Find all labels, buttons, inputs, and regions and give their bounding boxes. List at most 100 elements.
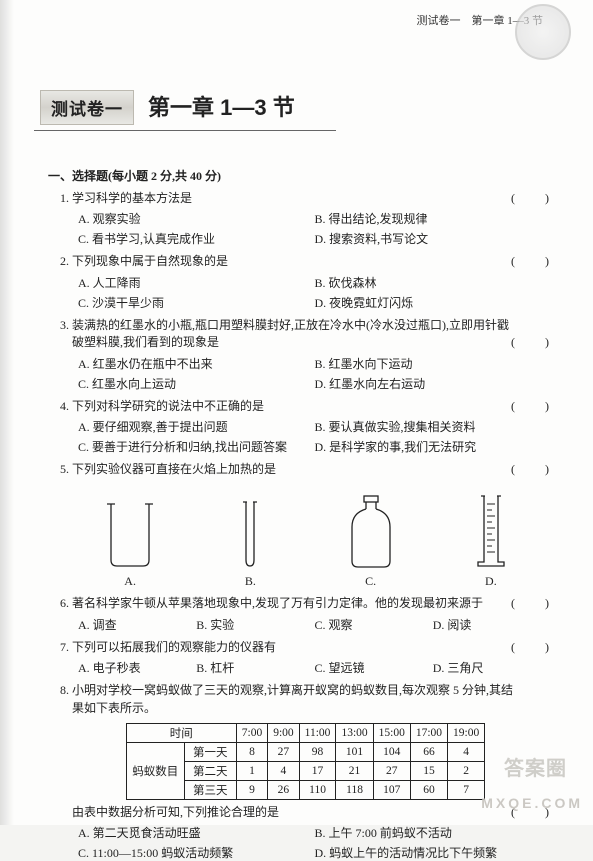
cell: 27 [373,761,410,780]
col-time: 17:00 [410,723,447,742]
time-header: 时间 [126,723,236,742]
rowgroup-label: 蚂蚁数目 [126,742,184,799]
q8-opt-d: D. 蚂蚁上午的活动情况比下午频繁 [315,844,552,861]
q4-opt-b: B. 要认真做实验,搜集相关资料 [315,418,552,435]
table-row: 蚂蚁数目 第一天 8 27 98 101 104 66 4 [126,742,485,761]
cell: 9 [236,780,267,799]
answer-bracket: ( ) [523,253,551,270]
q7-opt-d: D. 三角尺 [433,659,551,676]
seal-stamp-icon [515,4,571,60]
question-2: ( )2. 下列现象中属于自然现象的是 A. 人工降雨 B. 砍伐森林 C. 沙… [48,253,551,310]
q2-opt-c: C. 沙漠干旱少雨 [78,294,315,311]
cell: 104 [373,742,410,761]
q1-opt-b: B. 得出结论,发现规律 [315,210,552,227]
q8-opt-b: B. 上午 7:00 前蚂蚁不活动 [315,824,552,841]
col-time: 13:00 [336,723,373,742]
glassware-row [60,484,551,572]
q7-stem: 7. 下列可以拓展我们的观察能力的仪器有 [60,640,276,654]
cell: 4 [448,742,485,761]
title-main: 第一章 1—3 节 [148,90,295,122]
question-7: ( ) 7. 下列可以拓展我们的观察能力的仪器有 A. 电子秒表 B. 杠杆 C.… [48,639,551,676]
q8-stem-2: 果如下表所示。 [72,701,156,715]
cell: 26 [268,780,299,799]
question-5: ( ) 5. 下列实验仪器可直接在火焰上加热的是 [48,461,551,589]
q6-opt-c: C. 观察 [315,616,433,633]
q2-opt-b: B. 砍伐森林 [315,274,552,291]
question-8: 8. 小明对学校一窝蚂蚁做了三天的观察,计算离开蚁窝的蚂蚁数目,每次观察 5 分… [48,682,551,861]
q1-opt-a: A. 观察实验 [78,210,315,227]
q1-opt-c: C. 看书学习,认真完成作业 [78,230,315,247]
answer-bracket: ( ) [511,804,551,821]
row-day-label: 第二天 [184,761,236,780]
page-header: 测试卷一 第一章 1—3 节 [48,12,551,46]
q8-opt-c: C. 11:00—15:00 蚂蚁活动频繁 [78,844,315,861]
q4-opt-d: D. 是科学家的事,我们无法研究 [315,438,552,455]
exam-page: 测试卷一 第一章 1—3 节 测试卷一 第一章 1—3 节 一、选择题(每小题 … [0,0,593,825]
cell: 7 [448,780,485,799]
cell: 98 [299,742,336,761]
q2-stem: 2. 下列现象中属于自然现象的是 [60,254,228,268]
answer-bracket: ( ) [511,334,551,351]
q6-opt-b: B. 实验 [196,616,314,633]
q6-opt-d: D. 阅读 [433,616,551,633]
cell: 107 [373,780,410,799]
answer-bracket: ( ) [523,398,551,415]
answer-bracket: ( ) [523,461,551,478]
q5-opt-d: D. [431,574,551,589]
cell: 4 [268,761,299,780]
cell: 2 [448,761,485,780]
beaker-icon [97,498,163,572]
section-heading: 一、选择题(每小题 2 分,共 40 分) [48,167,551,184]
q7-opt-b: B. 杠杆 [196,659,314,676]
q8-postline: 由表中数据分析可知,下列推论合理的是 [72,805,279,819]
q3-opt-d: D. 红墨水向左右运动 [315,375,552,392]
cell: 21 [336,761,373,780]
cell: 110 [299,780,336,799]
glassware-labels: A. B. C. D. [60,574,551,589]
title-underline [34,130,336,131]
answer-bracket: ( ) [523,639,551,656]
q4-opt-c: C. 要善于进行分析和归纳,找出问题答案 [78,438,315,455]
q3-opt-b: B. 红墨水向下运动 [315,355,552,372]
q3-stem-1: 3. 装满热的红墨水的小瓶,瓶口用塑料膜封好,正放在冷水中(冷水没过瓶口),立即… [60,318,509,332]
question-4: ( ) 4. 下列对科学研究的说法中不正确的是 A. 要仔细观察,善于提出问题 B… [48,398,551,455]
cell: 27 [268,742,299,761]
cell: 66 [410,742,447,761]
answer-bracket: ( ) [523,595,551,612]
q5-opt-b: B. [190,574,310,589]
col-time: 11:00 [299,723,336,742]
q7-opt-c: C. 望远镜 [315,659,433,676]
q4-opt-a: A. 要仔细观察,善于提出问题 [78,418,315,435]
reagent-bottle-icon [342,494,400,572]
q5-opt-a: A. [70,574,190,589]
test-tube-icon [235,498,265,572]
q5-stem: 5. 下列实验仪器可直接在火焰上加热的是 [60,462,276,476]
q3-stem-2: 破塑料膜,我们看到的现象是 [72,335,219,349]
q6-stem: 6. 著名科学家牛顿从苹果落地现象中,发现了万有引力定律。他的发现最初来源于 [60,596,483,610]
graduated-cylinder-icon [471,492,511,572]
col-time: 19:00 [448,723,485,742]
table-row-header: 时间 7:00 9:00 11:00 13:00 15:00 17:00 19:… [126,723,485,742]
q6-opt-a: A. 调查 [78,616,196,633]
q3-opt-a: A. 红墨水仍在瓶中不出来 [78,355,315,372]
q1-opt-d: D. 搜索资料,书写论文 [315,230,552,247]
q4-stem: 4. 下列对科学研究的说法中不正确的是 [60,399,264,413]
cell: 118 [336,780,373,799]
cell: 17 [299,761,336,780]
q2-opt-d: D. 夜晚霓虹灯闪烁 [315,294,552,311]
question-1: ( )1. 学习科学的基本方法是 A. 观察实验 B. 得出结论,发现规律 C.… [48,190,551,247]
title-label: 测试卷一 [40,90,134,125]
col-time: 15:00 [373,723,410,742]
q3-opt-c: C. 红墨水向上运动 [78,375,315,392]
cell: 101 [336,742,373,761]
cell: 8 [236,742,267,761]
col-time: 9:00 [268,723,299,742]
q8-stem-1: 8. 小明对学校一窝蚂蚁做了三天的观察,计算离开蚁窝的蚂蚁数目,每次观察 5 分… [60,683,513,697]
cell: 15 [410,761,447,780]
q7-opt-a: A. 电子秒表 [78,659,196,676]
q5-opt-c: C. [311,574,431,589]
left-edge-shadow [0,0,14,825]
question-6: ( ) 6. 著名科学家牛顿从苹果落地现象中,发现了万有引力定律。他的发现最初来源… [48,595,551,632]
question-3: 3. 装满热的红墨水的小瓶,瓶口用塑料膜封好,正放在冷水中(冷水没过瓶口),立即… [48,317,551,392]
answer-bracket: ( ) [523,190,551,207]
